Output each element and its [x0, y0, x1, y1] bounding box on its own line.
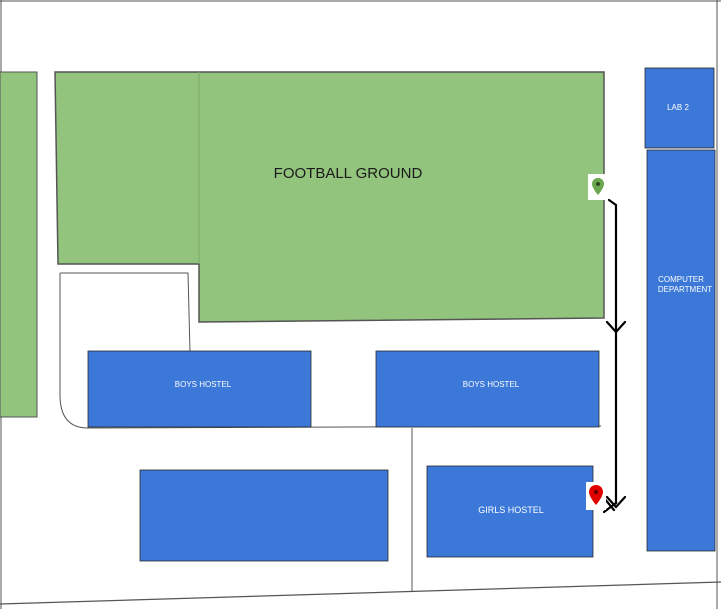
computer-department-building[interactable] [646, 149, 716, 552]
football-ground-area[interactable] [54, 71, 605, 323]
lab2-label: LAB 2 [667, 103, 689, 112]
boys-hostel-right-building[interactable] [375, 350, 600, 428]
red-pin-icon[interactable] [586, 482, 606, 510]
girls-hostel-label: GIRLS HOSTEL [478, 505, 544, 515]
footpath-left [59, 272, 602, 429]
football-ground-label: FOOTBALL GROUND [274, 165, 423, 182]
lab2-building[interactable] [644, 67, 715, 149]
boys-hostel-left-label: BOYS HOSTEL [175, 380, 232, 389]
route-arrow-mid [605, 320, 627, 334]
boys-hostel-left-building[interactable] [87, 350, 312, 428]
girls-hostel-building[interactable] [426, 465, 594, 558]
route-arrow-end [605, 495, 627, 509]
computer-department-label-2: DEPARTMENT [658, 285, 712, 294]
boys-hostel-right-label: BOYS HOSTEL [463, 380, 520, 389]
road-edge-bottom [0, 581, 721, 605]
unlabeled-building[interactable] [139, 469, 389, 562]
left-green-area [0, 71, 38, 418]
route-path [602, 198, 627, 514]
computer-department-label-1: COMPUTER [658, 275, 704, 284]
green-pin-icon[interactable] [588, 167, 608, 200]
